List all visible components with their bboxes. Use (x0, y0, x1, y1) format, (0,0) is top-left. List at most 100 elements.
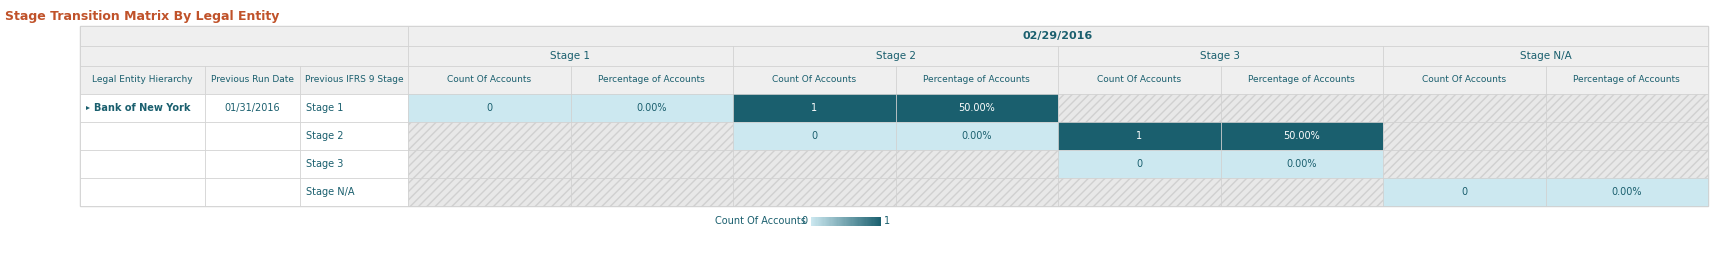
Bar (1384, 178, 1545, 206)
Text: Stage 2: Stage 2 (876, 51, 916, 61)
Bar (1384, 150, 1545, 178)
Bar (79, 150, 205, 178)
Polygon shape (86, 106, 89, 110)
Bar (570, 122, 733, 150)
Bar (79, 66, 205, 94)
Text: Count Of Accounts: Count Of Accounts (447, 75, 532, 85)
Text: Stage N/A: Stage N/A (306, 187, 355, 197)
Bar (1058, 122, 1220, 150)
Bar (1384, 66, 1545, 94)
Bar (1220, 66, 1384, 94)
Text: Stage 1: Stage 1 (551, 51, 590, 61)
Bar (408, 66, 570, 94)
Bar (299, 66, 408, 94)
Bar (733, 150, 895, 178)
Text: Bank of New York: Bank of New York (95, 103, 191, 113)
Text: 0: 0 (1461, 187, 1468, 197)
Text: Percentage of Accounts: Percentage of Accounts (1248, 75, 1354, 85)
Bar (895, 66, 1058, 94)
Text: Legal Entity Hierarchy: Legal Entity Hierarchy (93, 75, 193, 85)
Bar (1545, 150, 1707, 178)
Bar (79, 94, 205, 122)
Bar (79, 122, 205, 150)
Bar (205, 122, 299, 150)
Bar (570, 178, 733, 206)
Bar (733, 122, 895, 150)
Text: 02/29/2016: 02/29/2016 (1022, 31, 1093, 41)
Text: Previous Run Date: Previous Run Date (212, 75, 294, 85)
Text: Stage N/A: Stage N/A (1520, 51, 1571, 61)
Text: Percentage of Accounts: Percentage of Accounts (599, 75, 706, 85)
Bar (733, 66, 895, 94)
Bar (205, 66, 299, 94)
Text: 0.00%: 0.00% (1611, 187, 1642, 197)
Bar (79, 46, 408, 66)
Text: Count Of Accounts: Count Of Accounts (1422, 75, 1506, 85)
Bar (1384, 122, 1545, 150)
Bar (895, 94, 1058, 122)
Bar (79, 178, 205, 206)
Text: Count Of Accounts: Count Of Accounts (1098, 75, 1181, 85)
Bar (408, 26, 1707, 46)
Bar (1384, 46, 1707, 66)
Bar (733, 178, 895, 206)
Text: Count Of Accounts: Count Of Accounts (714, 216, 805, 226)
Bar (205, 178, 299, 206)
Text: 0.00%: 0.00% (1287, 159, 1317, 169)
Bar (79, 26, 408, 46)
Bar (299, 178, 408, 206)
Text: 1: 1 (1136, 131, 1143, 141)
Bar (733, 46, 1058, 66)
Bar (1058, 178, 1220, 206)
Text: 1: 1 (883, 216, 890, 226)
Bar (1545, 66, 1707, 94)
Text: Stage 2: Stage 2 (306, 131, 344, 141)
Bar (570, 150, 733, 178)
Bar (408, 122, 570, 150)
Bar (1220, 178, 1384, 206)
Bar (205, 150, 299, 178)
Text: 0: 0 (802, 216, 807, 226)
Bar (1545, 178, 1707, 206)
Bar (1058, 150, 1220, 178)
Bar (1220, 94, 1384, 122)
Text: 0.00%: 0.00% (962, 131, 991, 141)
Bar (299, 122, 408, 150)
Bar (299, 150, 408, 178)
Text: Stage 3: Stage 3 (306, 159, 344, 169)
Text: Stage Transition Matrix By Legal Entity: Stage Transition Matrix By Legal Entity (5, 10, 279, 23)
Text: Previous IFRS 9 Stage: Previous IFRS 9 Stage (305, 75, 403, 85)
Text: Percentage of Accounts: Percentage of Accounts (1573, 75, 1680, 85)
Text: Stage 1: Stage 1 (306, 103, 344, 113)
Bar (1058, 66, 1220, 94)
Text: 0: 0 (1136, 159, 1143, 169)
Bar (205, 94, 299, 122)
Bar (1384, 94, 1545, 122)
Bar (1220, 150, 1384, 178)
Text: 1: 1 (811, 103, 817, 113)
Bar (895, 178, 1058, 206)
Bar (895, 150, 1058, 178)
Bar (570, 94, 733, 122)
Text: 0: 0 (811, 131, 817, 141)
Text: 0: 0 (487, 103, 492, 113)
Bar (1058, 94, 1220, 122)
Bar (733, 94, 895, 122)
Bar (1545, 122, 1707, 150)
Bar (408, 178, 570, 206)
Text: Count Of Accounts: Count Of Accounts (773, 75, 857, 85)
Text: Percentage of Accounts: Percentage of Accounts (924, 75, 1031, 85)
Text: Stage 3: Stage 3 (1201, 51, 1241, 61)
Bar (79, 26, 1707, 206)
Bar (1545, 94, 1707, 122)
Text: 0.00%: 0.00% (637, 103, 668, 113)
Bar (408, 150, 570, 178)
Bar (408, 46, 733, 66)
Text: 50.00%: 50.00% (1284, 131, 1320, 141)
Bar (1220, 122, 1384, 150)
Bar (895, 122, 1058, 150)
Bar (299, 94, 408, 122)
Text: 50.00%: 50.00% (959, 103, 995, 113)
Bar (408, 94, 570, 122)
Bar (570, 66, 733, 94)
